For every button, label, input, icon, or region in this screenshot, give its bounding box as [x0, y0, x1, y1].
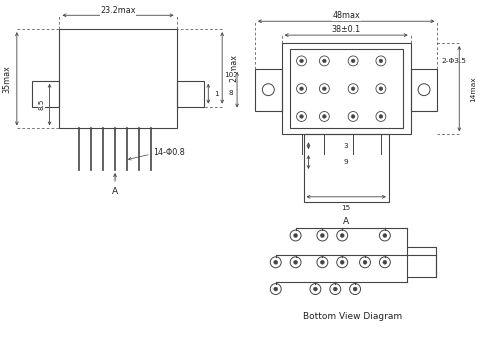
- Text: Bottom View Diagram: Bottom View Diagram: [303, 312, 402, 321]
- Text: A: A: [343, 217, 349, 226]
- Circle shape: [300, 115, 304, 118]
- Circle shape: [333, 287, 337, 291]
- Text: 8: 8: [228, 90, 233, 95]
- Bar: [255, 69, 282, 110]
- Text: 3: 3: [344, 143, 348, 149]
- Circle shape: [351, 59, 355, 63]
- Circle shape: [379, 59, 383, 63]
- Text: 9: 9: [344, 159, 348, 165]
- Bar: [410, 69, 437, 110]
- Circle shape: [351, 115, 355, 118]
- Circle shape: [383, 260, 387, 264]
- Circle shape: [379, 87, 383, 90]
- Text: 38±0.1: 38±0.1: [332, 25, 361, 34]
- Text: 14-Φ0.8: 14-Φ0.8: [153, 148, 184, 157]
- Circle shape: [351, 87, 355, 90]
- Circle shape: [313, 287, 317, 291]
- Bar: [290, 49, 403, 128]
- Circle shape: [340, 234, 344, 237]
- Circle shape: [340, 260, 344, 264]
- Bar: [177, 81, 204, 107]
- Circle shape: [321, 260, 325, 264]
- Text: 1: 1: [214, 91, 219, 97]
- Circle shape: [294, 234, 298, 237]
- Circle shape: [363, 260, 367, 264]
- Circle shape: [323, 59, 326, 63]
- Circle shape: [300, 87, 304, 90]
- Text: 14max: 14max: [470, 76, 476, 102]
- Text: 23.2max: 23.2max: [100, 6, 136, 15]
- Text: 8.5: 8.5: [39, 99, 44, 110]
- Bar: [282, 43, 410, 134]
- Bar: [32, 81, 60, 107]
- Text: 48max: 48max: [332, 11, 360, 20]
- Circle shape: [353, 287, 357, 291]
- Circle shape: [274, 260, 278, 264]
- Text: 10: 10: [224, 72, 233, 78]
- Bar: [60, 29, 177, 128]
- Circle shape: [323, 87, 326, 90]
- Text: 2-Φ3.5: 2-Φ3.5: [442, 58, 466, 64]
- Bar: [304, 134, 389, 202]
- Circle shape: [321, 234, 325, 237]
- Circle shape: [294, 260, 298, 264]
- Text: 35max: 35max: [2, 65, 11, 93]
- Text: 27max: 27max: [229, 54, 239, 82]
- Circle shape: [323, 115, 326, 118]
- Text: A: A: [112, 187, 118, 196]
- Circle shape: [300, 59, 304, 63]
- Circle shape: [383, 234, 387, 237]
- Circle shape: [274, 287, 278, 291]
- Text: 15: 15: [342, 205, 351, 211]
- Bar: [407, 247, 436, 277]
- Circle shape: [379, 115, 383, 118]
